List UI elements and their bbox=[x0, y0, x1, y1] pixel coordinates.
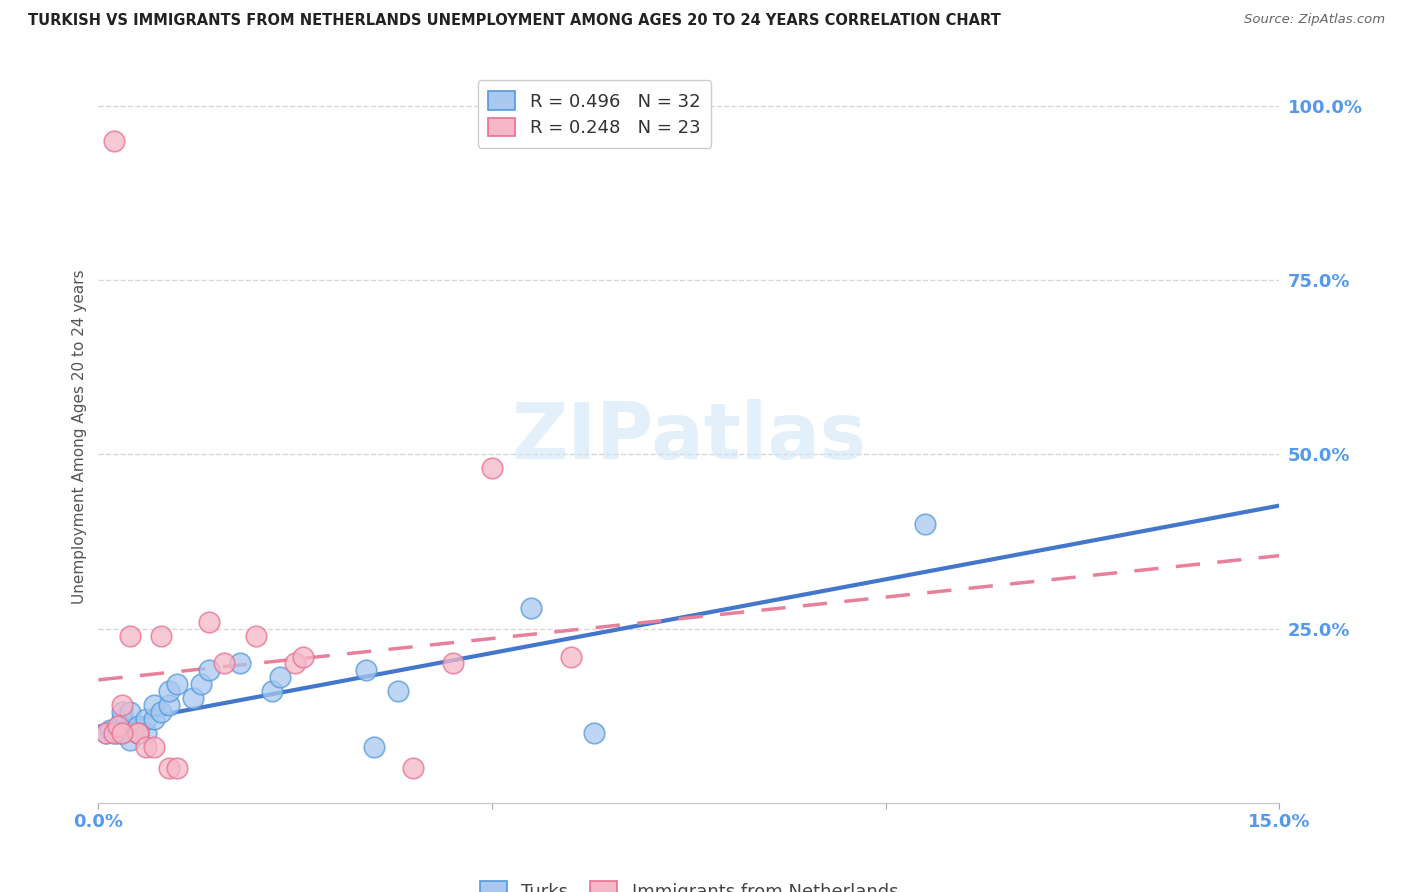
Point bbox=[111, 726, 134, 740]
Point bbox=[98, 723, 121, 737]
Point bbox=[197, 615, 219, 629]
Point bbox=[142, 698, 165, 713]
Point bbox=[269, 670, 291, 684]
Text: Source: ZipAtlas.com: Source: ZipAtlas.com bbox=[1244, 13, 1385, 27]
Point bbox=[197, 664, 219, 678]
Point bbox=[150, 705, 173, 719]
Point bbox=[441, 657, 464, 671]
Text: TURKISH VS IMMIGRANTS FROM NETHERLANDS UNEMPLOYMENT AMONG AGES 20 TO 24 YEARS CO: TURKISH VS IMMIGRANTS FROM NETHERLANDS U… bbox=[28, 13, 1001, 29]
Point bbox=[127, 726, 149, 740]
Point bbox=[284, 657, 307, 671]
Point bbox=[111, 712, 134, 726]
Point bbox=[103, 726, 125, 740]
Point bbox=[127, 719, 149, 733]
Point bbox=[157, 761, 180, 775]
Point bbox=[481, 461, 503, 475]
Point bbox=[520, 600, 543, 615]
Point bbox=[118, 629, 141, 643]
Point bbox=[560, 649, 582, 664]
Point bbox=[135, 740, 157, 755]
Point bbox=[181, 691, 204, 706]
Point bbox=[103, 726, 125, 740]
Point bbox=[190, 677, 212, 691]
Point bbox=[127, 726, 149, 740]
Point bbox=[118, 733, 141, 747]
Point bbox=[107, 726, 129, 740]
Point bbox=[111, 698, 134, 713]
Point bbox=[229, 657, 252, 671]
Y-axis label: Unemployment Among Ages 20 to 24 years: Unemployment Among Ages 20 to 24 years bbox=[72, 269, 87, 605]
Point bbox=[166, 677, 188, 691]
Point bbox=[245, 629, 267, 643]
Point bbox=[96, 726, 118, 740]
Point bbox=[354, 664, 377, 678]
Point bbox=[166, 761, 188, 775]
Point bbox=[127, 726, 149, 740]
Point bbox=[111, 726, 134, 740]
Point bbox=[135, 712, 157, 726]
Point bbox=[583, 726, 606, 740]
Point bbox=[292, 649, 315, 664]
Point bbox=[387, 684, 409, 698]
Point bbox=[135, 726, 157, 740]
Legend: Turks, Immigrants from Netherlands: Turks, Immigrants from Netherlands bbox=[472, 874, 905, 892]
Point bbox=[260, 684, 283, 698]
Point bbox=[96, 726, 118, 740]
Point bbox=[127, 726, 149, 740]
Point bbox=[402, 761, 425, 775]
Point bbox=[118, 705, 141, 719]
Point bbox=[142, 712, 165, 726]
Point bbox=[142, 740, 165, 755]
Text: ZIPatlas: ZIPatlas bbox=[512, 399, 866, 475]
Point bbox=[363, 740, 385, 755]
Point bbox=[111, 705, 134, 719]
Point bbox=[150, 629, 173, 643]
Point bbox=[914, 517, 936, 532]
Point bbox=[214, 657, 236, 671]
Point bbox=[103, 134, 125, 148]
Point bbox=[157, 684, 180, 698]
Point bbox=[157, 698, 180, 713]
Point bbox=[107, 719, 129, 733]
